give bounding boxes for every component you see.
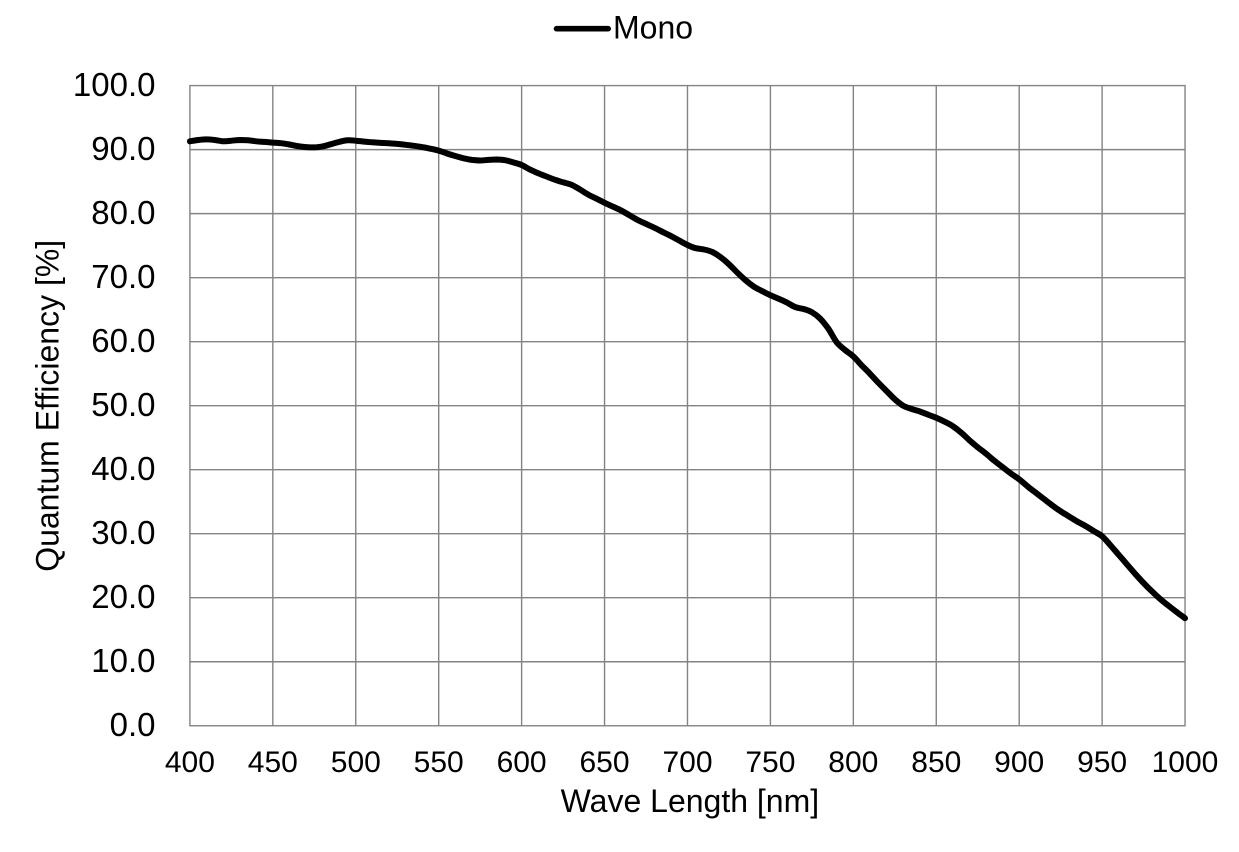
svg-text:50.0: 50.0 <box>91 386 155 423</box>
svg-text:650: 650 <box>579 746 629 779</box>
svg-text:90.0: 90.0 <box>91 130 155 167</box>
svg-text:Quantum Efficiency [%]: Quantum Efficiency [%] <box>30 240 66 572</box>
svg-text:0.0: 0.0 <box>110 706 156 743</box>
svg-text:850: 850 <box>911 746 961 779</box>
svg-text:Mono: Mono <box>613 10 693 46</box>
svg-text:100.0: 100.0 <box>73 66 156 103</box>
svg-text:900: 900 <box>994 746 1044 779</box>
svg-text:70.0: 70.0 <box>91 258 155 295</box>
svg-text:750: 750 <box>745 746 795 779</box>
svg-text:500: 500 <box>331 746 381 779</box>
svg-text:1000: 1000 <box>1152 746 1219 779</box>
svg-text:10.0: 10.0 <box>91 642 155 679</box>
svg-text:400: 400 <box>165 746 215 779</box>
svg-text:450: 450 <box>248 746 298 779</box>
svg-text:600: 600 <box>497 746 547 779</box>
svg-text:40.0: 40.0 <box>91 450 155 487</box>
svg-text:550: 550 <box>414 746 464 779</box>
svg-text:80.0: 80.0 <box>91 194 155 231</box>
svg-text:950: 950 <box>1077 746 1127 779</box>
svg-text:20.0: 20.0 <box>91 578 155 615</box>
svg-text:Wave Length [nm]: Wave Length [nm] <box>561 783 820 819</box>
svg-text:30.0: 30.0 <box>91 514 155 551</box>
svg-text:700: 700 <box>662 746 712 779</box>
svg-text:60.0: 60.0 <box>91 322 155 359</box>
svg-text:800: 800 <box>828 746 878 779</box>
